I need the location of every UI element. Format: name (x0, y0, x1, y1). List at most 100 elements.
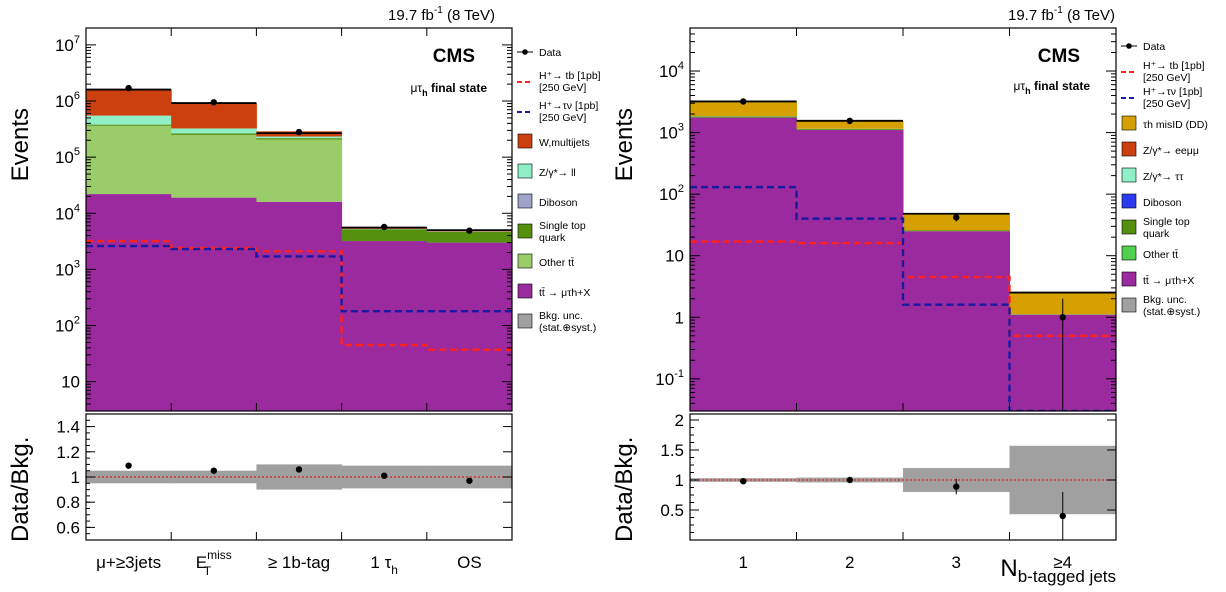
ratio-point (953, 483, 960, 490)
y-tick-exponent: 7 (74, 34, 80, 46)
stack-bar-tt-h-x (171, 197, 257, 411)
left-panel: 101021031041051061070.60.811.21.4μ+≥3jet… (7, 5, 601, 578)
data-point (1059, 314, 1066, 321)
x-axis-title: Nb-tagged jets (1000, 555, 1116, 586)
y-tick-base: 10 (665, 247, 684, 266)
legend-label-line2: [250 GeV] (539, 82, 586, 94)
y-tick-label: 103 (55, 258, 80, 279)
stack-bar-tt-h-x (341, 241, 428, 411)
legend-label: Bkg. unc. (1143, 294, 1187, 306)
data-point (466, 227, 473, 234)
y-tick-base: 10 (55, 204, 74, 223)
signal-taunu-line (86, 244, 512, 313)
legend-item: Other tt̄ (1121, 245, 1178, 261)
legend-color-swatch (1121, 245, 1137, 261)
legend-item: H⁺→τν [1pb][250 GeV] (517, 100, 598, 124)
stack-bar-z-ll (256, 136, 343, 139)
ratio-point (125, 462, 132, 469)
lumi-exponent: -1 (434, 5, 443, 16)
legend-color-swatch (1121, 193, 1137, 209)
ratio-tick-label: 1 (675, 471, 684, 490)
stack-bar--h-misid-dd- (690, 101, 797, 117)
y-tick-label: 104 (659, 60, 684, 81)
x-tick-label: 3 (952, 553, 961, 572)
legend-label-line2: [250 GeV] (539, 112, 586, 124)
ratio-unc-band (426, 465, 512, 489)
legend-item: Data (517, 47, 561, 59)
legend-item: Z/γ*→ ll (517, 163, 576, 179)
legend-label: H⁺→τν [1pb] (539, 100, 598, 112)
y-tick-base: 10 (655, 370, 674, 389)
stack-bar-other-tt- (171, 134, 257, 198)
legend-item: tt̄ → μτh+X (1121, 271, 1194, 287)
legend-label-line2: [250 GeV] (1143, 72, 1190, 84)
data-point (295, 128, 303, 136)
legend-label-line2: quark (1143, 228, 1170, 240)
data-point (125, 84, 132, 92)
legend-item: tt̄ → μτh+X (517, 283, 590, 299)
ratio-tick-label: 0.6 (56, 518, 80, 537)
legend-label: H⁺→ tb [1pb] (539, 70, 601, 82)
final-state-sub: h (1025, 86, 1031, 96)
x-tick-main: 3 (952, 553, 961, 572)
ratio-tick-label: 0.8 (56, 493, 80, 512)
y-tick-exponent: -1 (674, 368, 684, 380)
legend-label: Z/γ*→ eeμμ (1143, 145, 1199, 157)
final-state-label: μτh final state (1013, 79, 1090, 96)
x-tick-label: μ+≥3jets (96, 553, 161, 572)
legend-label: W,multijets (539, 137, 590, 149)
legend-label: Other tt̄ (539, 257, 574, 269)
stack-bar-single-top-quark (426, 231, 512, 243)
legend-item: Other tt̄ (517, 253, 574, 269)
ratio-tick-label: 1.4 (56, 418, 80, 437)
data-point (953, 214, 960, 221)
legend-item: Z/γ*→ eeμμ (1121, 141, 1199, 157)
x-tick-main: 1 (739, 553, 748, 572)
final-state-label: μτh final state (410, 81, 487, 98)
x-tick-main: μ+≥3jets (96, 553, 161, 572)
stack-bar-tt-h-x (796, 130, 904, 411)
data-point (210, 99, 217, 106)
stack-bar-w-multijets (86, 89, 172, 116)
x-tick-sub: T (204, 564, 212, 578)
lumi-energy: (8 TeV) (1063, 7, 1115, 24)
y-tick-label: 104 (55, 202, 80, 223)
legend-label: Single top (1143, 216, 1190, 228)
legend-item: τh misID (DD) (1121, 115, 1208, 131)
legend-label: τh misID (DD) (1143, 119, 1208, 131)
stack-bar-single-top-quark (341, 229, 428, 242)
y-tick-base: 10 (61, 373, 80, 392)
ratio-point (1059, 512, 1066, 520)
x-tick-main: 1 τ (370, 553, 391, 572)
y-tick-base: 10 (55, 260, 74, 279)
y-tick-label: 103 (659, 122, 684, 143)
stack-bar-tt-h-x (86, 194, 172, 411)
main-frame (85, 27, 513, 412)
stack-bar-w-multijets (171, 103, 257, 129)
ratio-point (846, 476, 853, 484)
lumi-label: 19.7 fb-1 (8 TeV) (1008, 5, 1115, 24)
ratio-tick-label: 1.5 (660, 441, 684, 460)
y-tick-label: 105 (55, 146, 80, 167)
legend-item: H⁺→ tb [1pb][250 GeV] (1121, 60, 1205, 84)
x-tick-label: ≥ 1b-tag (268, 553, 330, 572)
x-tick-main: OS (457, 553, 482, 572)
stack-bar-single-top-quark (796, 129, 904, 131)
x-tick-sub: h (391, 563, 398, 577)
stack-bar-tt-h-x (690, 117, 797, 411)
ratio-plot (86, 462, 512, 490)
x-tick-label: Emiss T (196, 548, 232, 578)
legend-label: Data (1143, 41, 1165, 53)
y-tick-label: 107 (55, 34, 80, 55)
ratio-axis-title: Data/Bkg. (7, 437, 34, 542)
ratio-point (295, 466, 303, 473)
x-tick-label: OS (457, 553, 482, 572)
x-tick-label: 1 τh (370, 553, 398, 577)
x-tick-main: ≥4 (1053, 553, 1072, 572)
legend-label: Diboson (1143, 197, 1182, 209)
